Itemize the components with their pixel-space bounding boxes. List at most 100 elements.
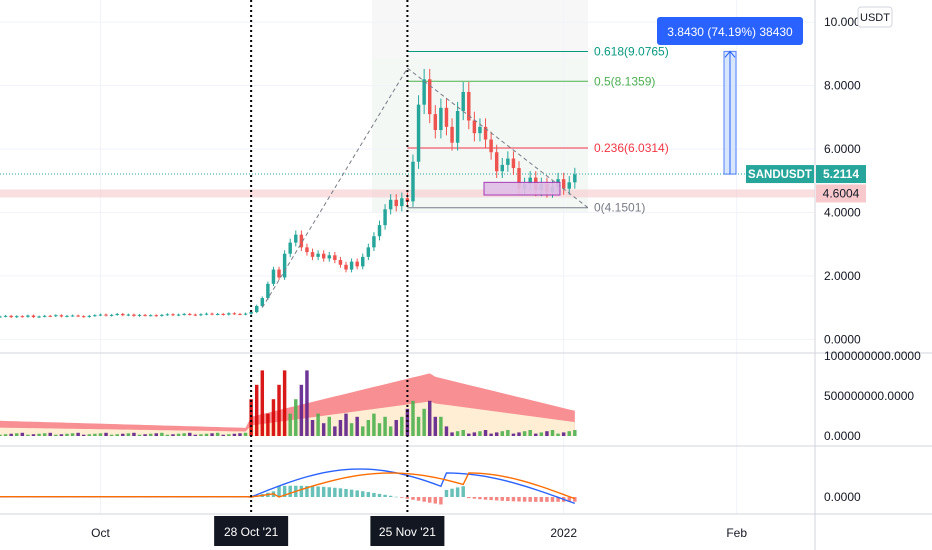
macd-histogram-bar xyxy=(427,497,432,503)
volume-bar xyxy=(188,432,192,436)
candle-body xyxy=(9,315,13,318)
candle-body xyxy=(143,314,147,316)
candle-body xyxy=(310,252,315,257)
highlight-box xyxy=(483,181,561,196)
volume-bar xyxy=(539,432,544,436)
macd-histogram-bar xyxy=(333,487,337,497)
macd-histogram-bar xyxy=(439,497,443,505)
volume-bar xyxy=(260,370,265,436)
macd-histogram-bar xyxy=(500,497,505,501)
volume-bar xyxy=(288,413,292,436)
volume-bar xyxy=(522,431,527,436)
candle-body xyxy=(132,314,136,316)
time-tick-label: 2022 xyxy=(550,526,577,540)
volume-bar xyxy=(545,431,549,436)
candle-body xyxy=(31,315,36,318)
candle-body xyxy=(411,161,415,202)
volume-bar xyxy=(26,434,30,436)
macd-histogram-bar xyxy=(355,490,359,497)
volume-bar xyxy=(405,408,410,436)
macd-histogram-bar xyxy=(472,497,477,499)
date-marker-label-box xyxy=(214,516,289,546)
volume-bar xyxy=(327,416,331,436)
candle-body xyxy=(517,168,521,189)
volume-bar xyxy=(338,420,343,436)
volume-bar xyxy=(15,433,19,436)
candle-body xyxy=(76,315,80,317)
arrow-head xyxy=(724,50,736,58)
candle-body xyxy=(500,164,505,172)
volume-bar xyxy=(132,432,136,436)
fibonacci-retracement[interactable]: 0.618(9.0765) 0.5(8.1359) 0.236(6.0314) 0(4… xyxy=(407,44,669,215)
volume-bar xyxy=(422,408,426,436)
candle-body xyxy=(37,316,41,318)
price-tick-label: 4.0000 xyxy=(824,205,861,219)
macd-histogram-bar xyxy=(478,497,482,500)
volume-bar xyxy=(472,432,477,436)
volume-bar xyxy=(277,384,281,436)
candle-body xyxy=(243,313,248,315)
candle-body xyxy=(182,313,186,315)
candle-body xyxy=(0,316,2,318)
candle-body xyxy=(109,314,114,316)
macd-histogram-bar xyxy=(539,497,544,502)
volume-bar xyxy=(238,433,242,436)
candle-body xyxy=(215,313,220,315)
volume-bar xyxy=(494,432,499,436)
volume-bar xyxy=(81,434,86,436)
candle-body xyxy=(461,91,465,111)
candle-body xyxy=(227,313,231,315)
macd-histogram-bar xyxy=(556,497,560,502)
candle-body xyxy=(266,283,270,299)
volume-bar xyxy=(439,416,443,436)
candle-body xyxy=(288,242,292,254)
volume-bar xyxy=(20,432,25,436)
macd-tick-label: 0.0000 xyxy=(824,490,861,504)
price-axis: 10.0000 8.0000 6.0000 4.0000 2.0000 0.0000 USD… xyxy=(746,6,921,504)
volume-bar xyxy=(266,413,270,436)
candle-body xyxy=(87,315,92,317)
volume-bar xyxy=(204,433,209,436)
candle-body xyxy=(355,261,359,267)
macd-histogram-bar xyxy=(338,488,343,497)
candle-body xyxy=(260,298,265,307)
macd-histogram-bar xyxy=(489,497,493,501)
candle-body xyxy=(54,315,58,317)
volume-bar xyxy=(528,430,532,436)
volume-bar xyxy=(48,432,52,436)
volume-tick-label: 0.0000 xyxy=(824,429,861,443)
candle-body xyxy=(115,313,119,315)
candle-body xyxy=(199,314,203,316)
reference-price-box xyxy=(816,184,866,203)
drawing-overlays[interactable]: 3.8430 (74.19%) 38430 28 Oct '21 25 Nov '2… xyxy=(214,0,803,546)
candle-body xyxy=(327,255,331,259)
volume-bar xyxy=(411,400,415,436)
volume-bar xyxy=(182,433,186,436)
macd-histogram-bar xyxy=(349,489,354,497)
macd-histogram-bar xyxy=(282,485,287,497)
volume-bar xyxy=(65,433,69,436)
candle-body xyxy=(388,199,393,210)
macd-histogram-bar xyxy=(305,485,309,497)
symbol-label-box xyxy=(746,165,814,184)
volume-bar xyxy=(0,434,2,436)
volume-bar xyxy=(70,433,75,436)
candle-body xyxy=(210,313,214,315)
macd-histogram-bar xyxy=(422,497,426,502)
candle-body xyxy=(338,260,343,265)
candle-body xyxy=(377,225,382,237)
macd-histogram-bar xyxy=(316,486,320,497)
volume-bar xyxy=(193,434,198,436)
volume-bar xyxy=(176,433,181,436)
candle-body xyxy=(483,126,488,140)
macd-histogram-bar xyxy=(534,497,538,502)
candle-body xyxy=(321,253,326,259)
macd-histogram-bar xyxy=(366,492,371,497)
last-price-label: 5.2114 xyxy=(823,167,859,181)
volume-bar xyxy=(567,431,571,436)
volume-bar xyxy=(455,431,460,436)
volume-bar xyxy=(377,423,382,436)
macd-histogram-bar xyxy=(383,494,387,497)
